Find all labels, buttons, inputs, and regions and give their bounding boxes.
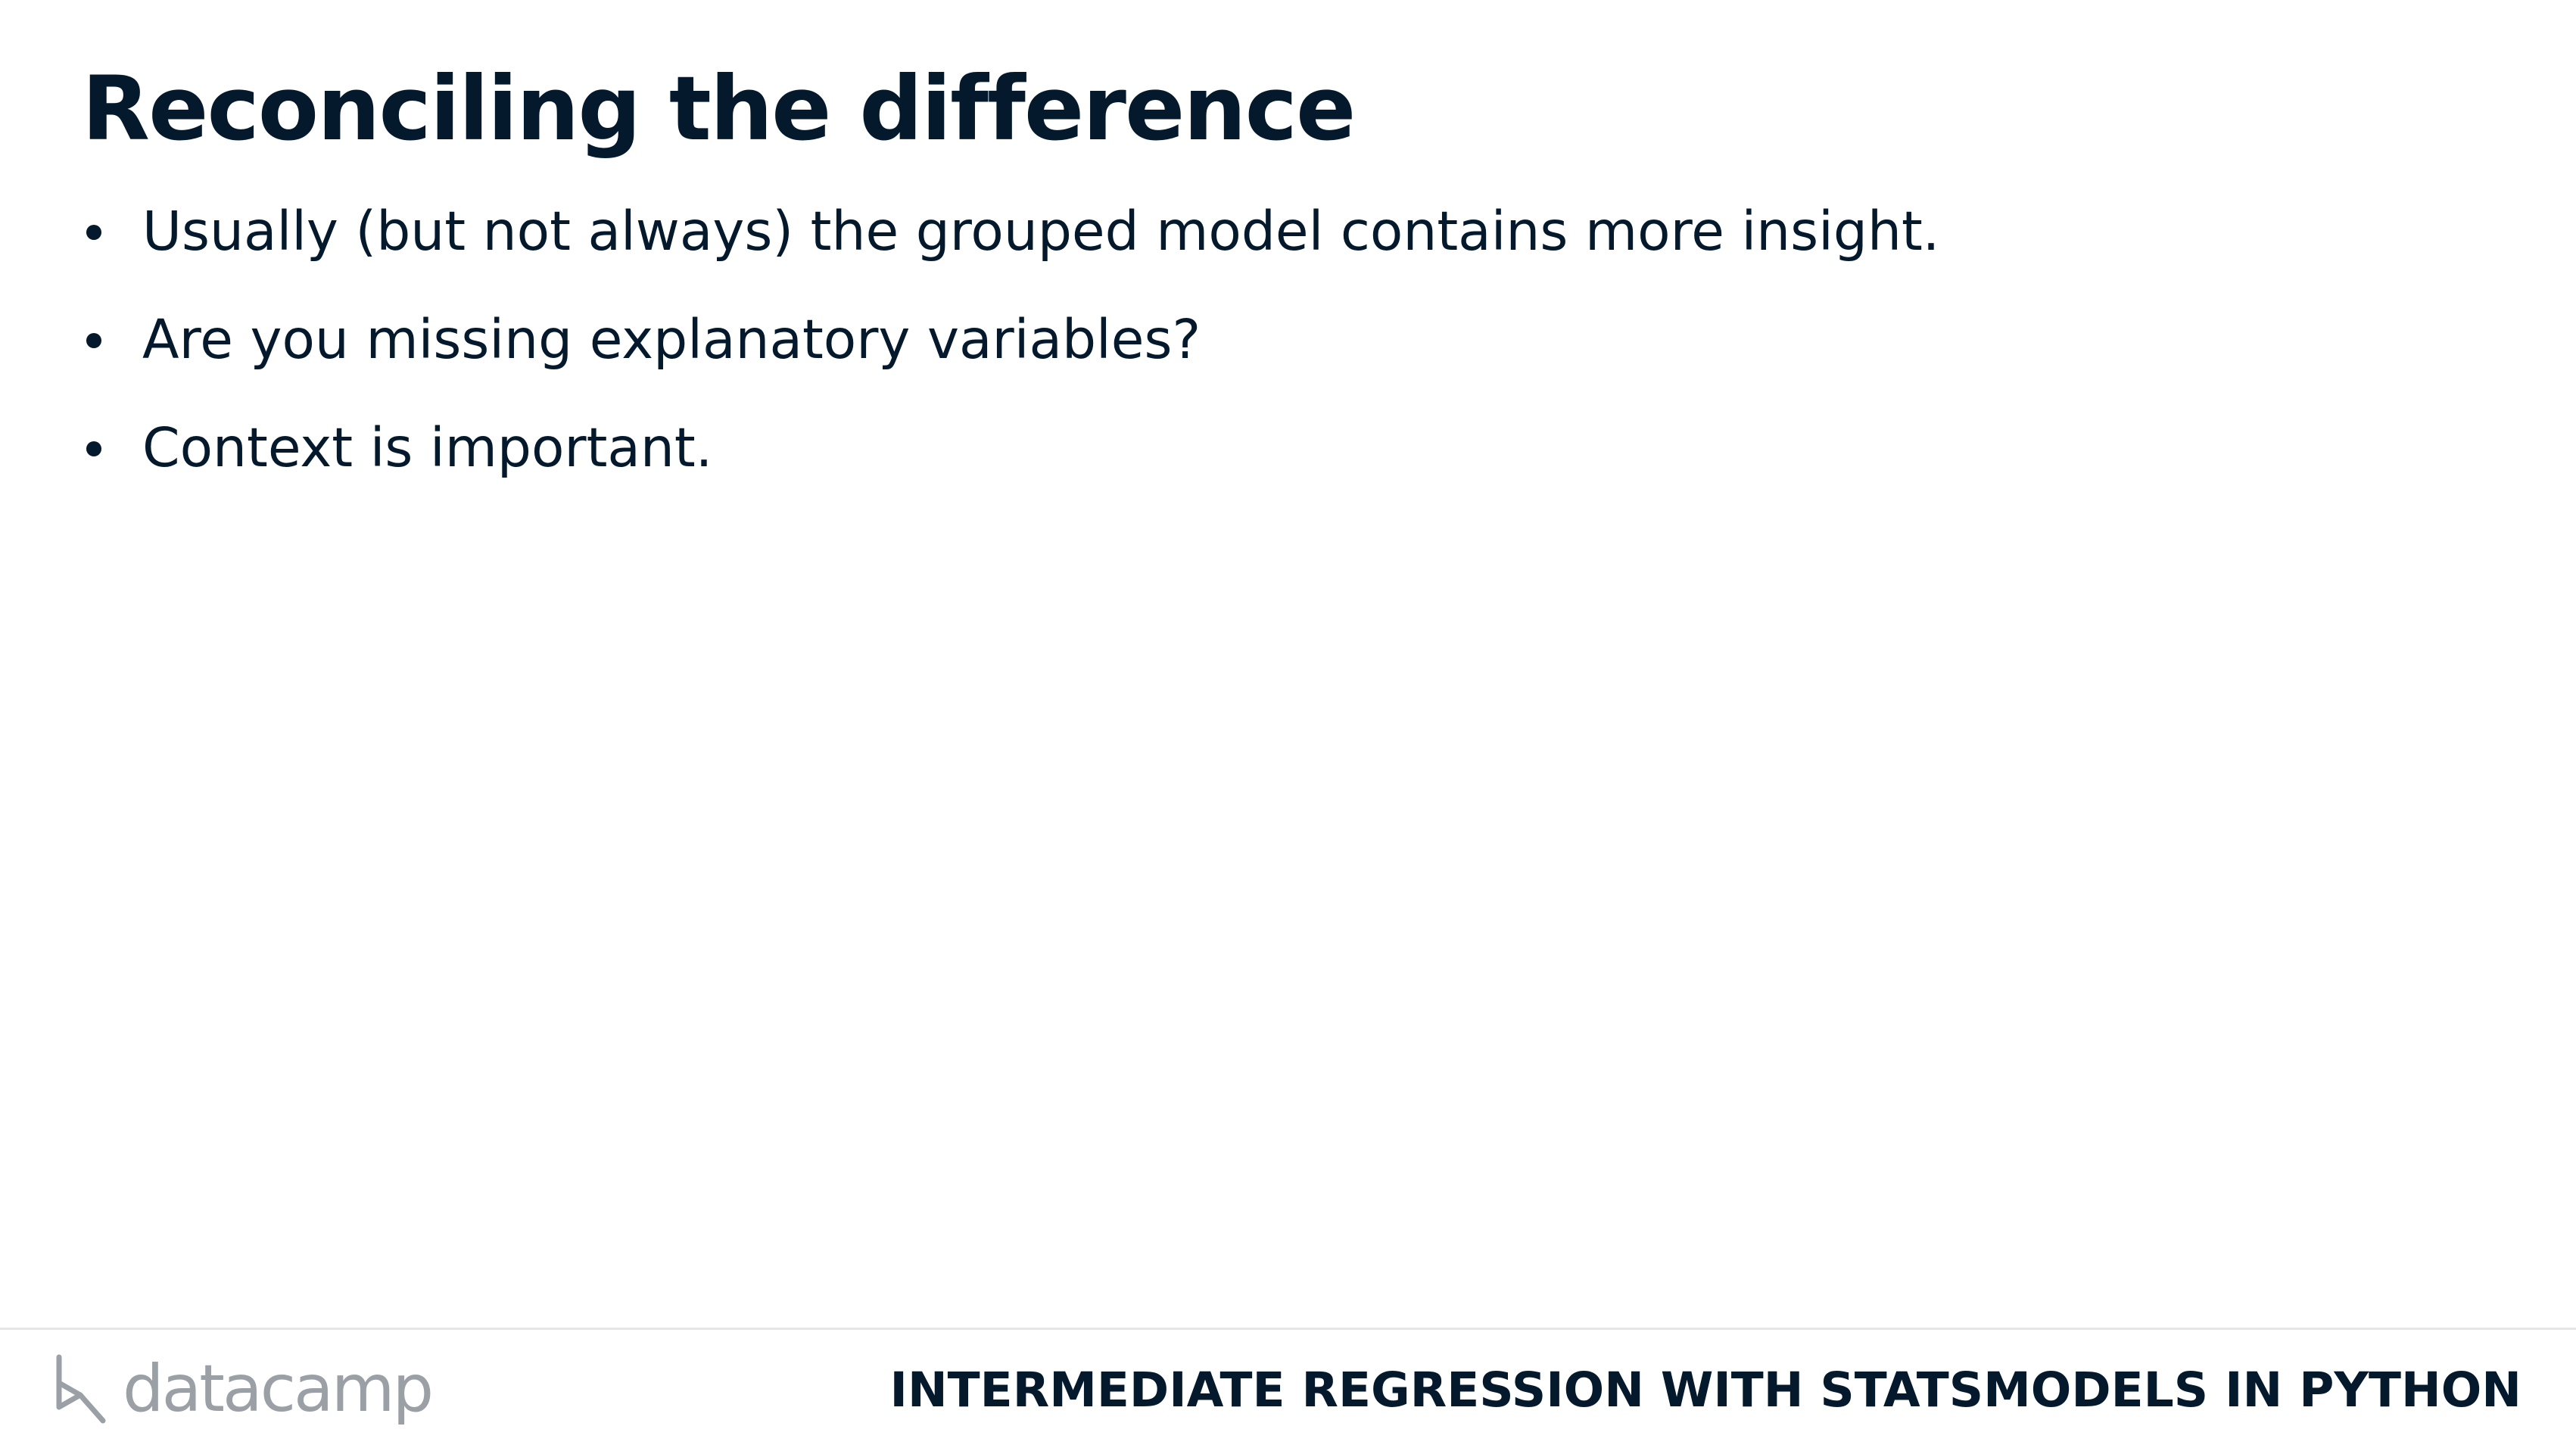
slide-title: Reconciling the difference	[82, 57, 1356, 160]
bullet-dot-icon	[86, 225, 101, 240]
bullet-dot-icon	[86, 441, 101, 456]
datacamp-logo-icon	[56, 1354, 106, 1424]
footer-divider	[0, 1328, 2576, 1330]
course-name: INTERMEDIATE REGRESSION WITH STATSMODELS…	[889, 1362, 2521, 1418]
bullet-dot-icon	[86, 333, 101, 348]
logo-wordmark: datacamp	[123, 1351, 434, 1427]
bullet-text: Usually (but not always) the grouped mod…	[142, 200, 1940, 263]
bullet-text: Context is important.	[142, 416, 713, 479]
datacamp-logo: datacamp	[53, 1351, 434, 1427]
bullet-text: Are you missing explanatory variables?	[142, 308, 1201, 371]
